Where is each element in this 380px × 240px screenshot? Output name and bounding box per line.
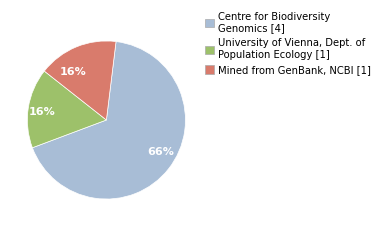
Legend: Centre for Biodiversity
Genomics [4], University of Vienna, Dept. of
Population : Centre for Biodiversity Genomics [4], Un… bbox=[203, 10, 372, 77]
Text: 66%: 66% bbox=[147, 147, 174, 157]
Wedge shape bbox=[32, 42, 185, 199]
Wedge shape bbox=[27, 71, 106, 148]
Wedge shape bbox=[44, 41, 116, 120]
Text: 16%: 16% bbox=[60, 67, 87, 78]
Text: 16%: 16% bbox=[29, 107, 55, 117]
